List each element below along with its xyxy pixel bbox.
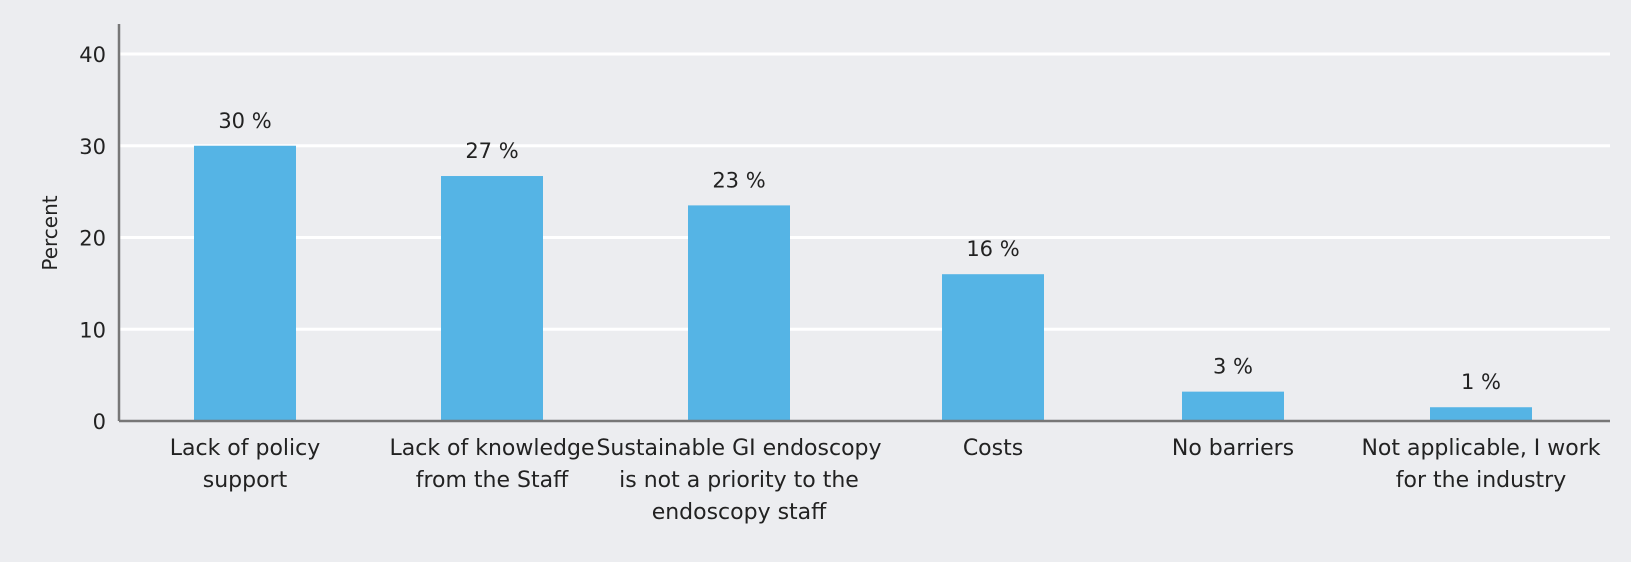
category-labels: Lack of policy support Lack of knowledge fr… (170, 436, 1601, 525)
data-label: 27 % (465, 139, 518, 163)
y-tick-label: 30 (79, 135, 106, 159)
category-label: Sustainable GI endoscopy is not a priorit… (596, 436, 881, 525)
bar (441, 176, 543, 421)
bar (1182, 391, 1284, 421)
y-tick-label: 40 (79, 43, 106, 67)
bars (194, 145, 1532, 421)
bar (1430, 407, 1532, 421)
data-labels: 30 % 27 % 23 % 16 % 3 % 1 % (218, 109, 1501, 394)
bar (688, 205, 790, 421)
data-label: 30 % (218, 109, 271, 133)
category-label: Lack of policy support (170, 436, 321, 493)
y-axis-title: Percent (38, 195, 62, 270)
y-tick-label: 20 (79, 227, 106, 251)
bar (194, 145, 296, 421)
category-label: Not applicable, I work for the industry (1361, 436, 1600, 493)
data-label: 3 % (1213, 355, 1253, 379)
axes (117, 24, 1610, 423)
category-label: Lack of knowledge from the Staff (389, 436, 594, 493)
gridlines (119, 52, 1610, 331)
category-label: No barriers (1172, 436, 1294, 461)
y-tick-label: 10 (79, 318, 106, 342)
bar (942, 274, 1044, 421)
data-label: 16 % (966, 237, 1019, 261)
y-tick-label: 0 (93, 410, 106, 434)
category-label: Costs (963, 436, 1023, 461)
data-label: 23 % (712, 168, 765, 192)
data-label: 1 % (1461, 370, 1501, 394)
y-axis-ticks: 0 10 20 30 40 (79, 43, 106, 434)
